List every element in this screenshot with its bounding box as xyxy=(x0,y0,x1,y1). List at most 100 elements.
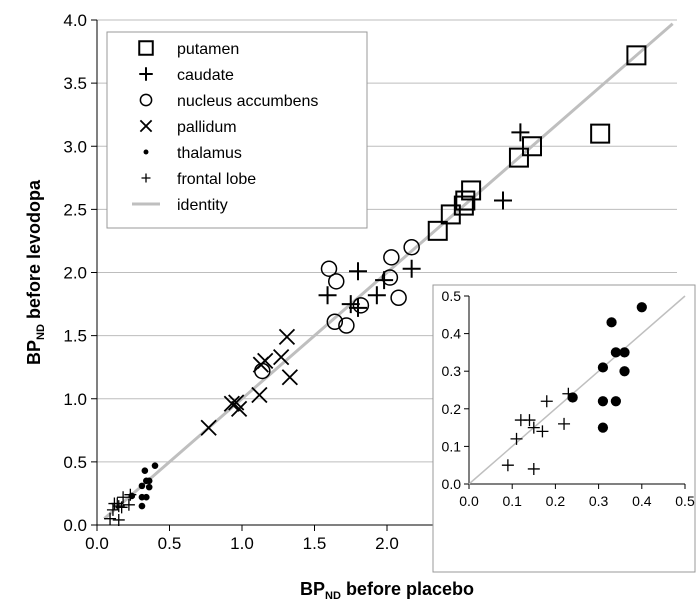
inset-x-tick-label: 0.5 xyxy=(675,493,695,509)
inset-point-frontal-lobe xyxy=(536,425,549,438)
legend-label-pallidum: pallidum xyxy=(177,119,237,136)
point-frontal-lobe xyxy=(115,501,128,514)
point-nucleus-accumbens xyxy=(328,273,345,290)
point-thalamus xyxy=(138,502,146,510)
point-nucleus-accumbens xyxy=(326,313,344,330)
legend-box xyxy=(106,31,368,229)
inset-point-frontal-lobe xyxy=(527,421,540,434)
x-axis-title-sub: ND xyxy=(325,590,341,602)
inset-x-tick-label: 0.1 xyxy=(502,493,522,509)
y-tick-label: 3.0 xyxy=(63,137,87,156)
legend-marker-caudate xyxy=(139,67,153,81)
x-tick-label: 2.0 xyxy=(375,534,399,553)
legend-label-nucleus-accumbens: nucleus accumbens xyxy=(177,93,318,110)
legend-marker-frontal-lobe xyxy=(141,173,151,183)
point-thalamus xyxy=(145,477,153,485)
inset-point-thalamus xyxy=(597,396,609,407)
point-thalamus xyxy=(151,462,159,469)
inset-point-frontal-lobe xyxy=(562,387,575,400)
inset-point-frontal-lobe xyxy=(527,462,540,475)
y-tick-label: 0.5 xyxy=(63,453,87,472)
y-tick-label: 2.5 xyxy=(63,200,87,219)
point-caudate xyxy=(318,286,337,305)
inset-point-thalamus xyxy=(610,347,621,358)
point-frontal-lobe xyxy=(106,503,119,516)
x-tick-label: 1.5 xyxy=(303,534,327,553)
point-pallidum xyxy=(200,419,217,436)
y-tick-label: 3.5 xyxy=(63,74,87,93)
legend-label-caudate: caudate xyxy=(177,67,234,84)
point-nucleus-accumbens xyxy=(381,269,399,286)
y-tick-label: 4.0 xyxy=(63,11,87,30)
inset-y-tick-label: 0.5 xyxy=(442,288,462,304)
y-tick-label: 1.0 xyxy=(63,390,87,409)
point-nucleus-accumbens xyxy=(403,239,420,256)
point-caudate xyxy=(375,271,394,290)
x-tick-label: 0.5 xyxy=(158,534,182,553)
point-putamen xyxy=(508,147,529,168)
point-nucleus-accumbens xyxy=(338,317,355,334)
point-putamen xyxy=(590,123,611,144)
point-thalamus xyxy=(138,482,146,490)
point-pallidum xyxy=(230,400,248,417)
point-caudate xyxy=(349,262,367,281)
point-caudate xyxy=(402,259,421,278)
inset-point-thalamus xyxy=(619,347,630,358)
point-caudate xyxy=(494,191,512,210)
point-frontal-lobe xyxy=(124,488,137,501)
point-pallidum xyxy=(281,369,298,386)
inset-point-thalamus xyxy=(597,422,609,433)
point-thalamus xyxy=(141,467,149,475)
legend-label-frontal-lobe: frontal lobe xyxy=(177,171,256,188)
point-putamen xyxy=(455,190,476,211)
point-caudate xyxy=(367,286,386,305)
point-thalamus xyxy=(128,492,136,500)
inset-point-thalamus xyxy=(619,366,630,377)
inset-point-thalamus xyxy=(606,317,617,328)
point-frontal-lobe xyxy=(112,513,125,526)
legend-marker-pallidum xyxy=(139,119,153,133)
point-putamen xyxy=(440,204,461,225)
x-tick-label: 1.0 xyxy=(230,534,254,553)
x-axis-title-main: BP xyxy=(300,579,325,599)
y-axis-title: BPND before levodopa xyxy=(24,179,47,365)
y-axis-title-sub: ND xyxy=(35,324,47,340)
inset-point-thalamus xyxy=(567,392,578,403)
y-tick-label: 1.5 xyxy=(63,327,87,346)
point-frontal-lobe xyxy=(104,512,117,525)
legend-label-identity: identity xyxy=(177,197,228,214)
inset-point-frontal-lobe xyxy=(558,417,571,430)
point-pallidum xyxy=(223,395,240,412)
inset-x-tick-label: 0.0 xyxy=(459,493,479,509)
point-pallidum xyxy=(278,328,296,346)
point-nucleus-accumbens xyxy=(320,260,338,277)
inset-x-tick-label: 0.2 xyxy=(546,493,566,509)
inset-point-frontal-lobe xyxy=(510,432,523,445)
x-axis-title-rest: before placebo xyxy=(341,579,474,599)
inset-identity-line xyxy=(468,295,686,485)
point-nucleus-accumbens xyxy=(383,249,400,266)
point-putamen xyxy=(427,220,448,241)
inset-x-tick-label: 0.4 xyxy=(632,493,652,509)
x-tick-label: 0.0 xyxy=(85,534,109,553)
legend-label-thalamus: thalamus xyxy=(177,145,242,162)
y-axis-title-rest: before levodopa xyxy=(24,179,44,324)
inset-y-tick-label: 0.3 xyxy=(442,363,462,379)
inset-point-thalamus xyxy=(597,362,609,373)
point-putamen xyxy=(626,45,647,66)
inset-y-tick-label: 0.0 xyxy=(442,476,462,492)
y-tick-label: 0.0 xyxy=(63,516,87,535)
point-nucleus-accumbens xyxy=(390,289,407,306)
inset-point-thalamus xyxy=(636,302,647,313)
point-pallidum xyxy=(273,348,290,366)
point-frontal-lobe xyxy=(117,491,130,504)
point-frontal-lobe xyxy=(122,498,135,511)
inset-point-frontal-lobe xyxy=(540,395,553,408)
point-caudate xyxy=(511,123,530,142)
inset-y-tick-label: 0.4 xyxy=(442,326,462,342)
y-tick-label: 2.0 xyxy=(63,264,87,283)
point-thalamus xyxy=(145,483,153,491)
point-nucleus-accumbens xyxy=(352,297,370,314)
